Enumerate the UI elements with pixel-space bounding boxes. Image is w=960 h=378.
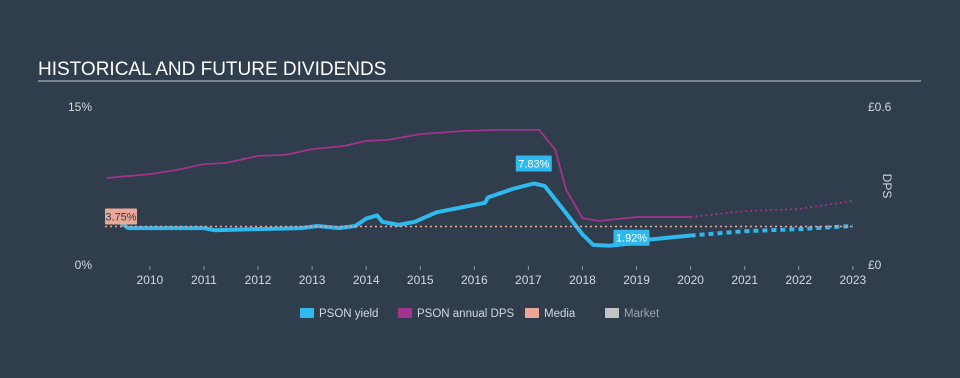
x-tick-label: 2020 <box>677 273 704 287</box>
value-label-box <box>105 208 137 225</box>
x-tick-label: 2017 <box>515 273 542 287</box>
chart-title: HISTORICAL AND FUTURE DIVIDENDS <box>38 59 386 80</box>
value-label-box <box>613 229 650 246</box>
series-line <box>105 181 691 248</box>
x-tick-label: 2010 <box>137 273 164 287</box>
y-tick-label: 0% <box>75 258 93 272</box>
x-tick-label: 2019 <box>623 273 650 287</box>
x-tick-label: 2022 <box>785 273 812 287</box>
series-line <box>106 129 691 222</box>
value-label: 1.92% <box>616 233 647 245</box>
y2-axis-label: DPS <box>880 174 894 199</box>
x-tick-label: 2012 <box>245 273 272 287</box>
y2-tick-label: £0 <box>868 258 882 272</box>
x-tick-label: 2011 <box>191 273 217 287</box>
legend-label: PSON annual DPS <box>417 308 514 320</box>
legend-label: Media <box>544 308 576 320</box>
x-tick-label: 2014 <box>353 273 380 287</box>
value-label-box <box>515 155 552 172</box>
legend-swatch <box>525 308 539 318</box>
value-label: 7.83% <box>518 158 549 170</box>
x-tick-label: 2013 <box>299 273 326 287</box>
legend-item[interactable]: Media <box>525 308 576 320</box>
forecast-line <box>690 224 853 238</box>
x-tick-label: 2021 <box>731 273 758 287</box>
legend-swatch <box>398 308 412 318</box>
value-label: 3.75% <box>105 211 136 223</box>
y-tick-label: 15% <box>68 100 92 114</box>
legend-item[interactable]: PSON yield <box>300 308 378 320</box>
legend-label: Market <box>624 308 660 320</box>
legend-swatch <box>300 308 314 318</box>
x-tick-label: 2023 <box>839 273 866 287</box>
forecast-line <box>690 200 853 218</box>
legend-swatch <box>605 308 619 318</box>
x-tick-label: 2016 <box>461 273 488 287</box>
legend-item[interactable]: Market <box>605 308 660 320</box>
x-tick-label: 2015 <box>407 273 434 287</box>
legend-label: PSON yield <box>319 308 378 320</box>
x-tick-label: 2018 <box>569 273 596 287</box>
y2-tick-label: £0.6 <box>868 100 892 114</box>
legend-item[interactable]: PSON annual DPS <box>398 308 514 320</box>
